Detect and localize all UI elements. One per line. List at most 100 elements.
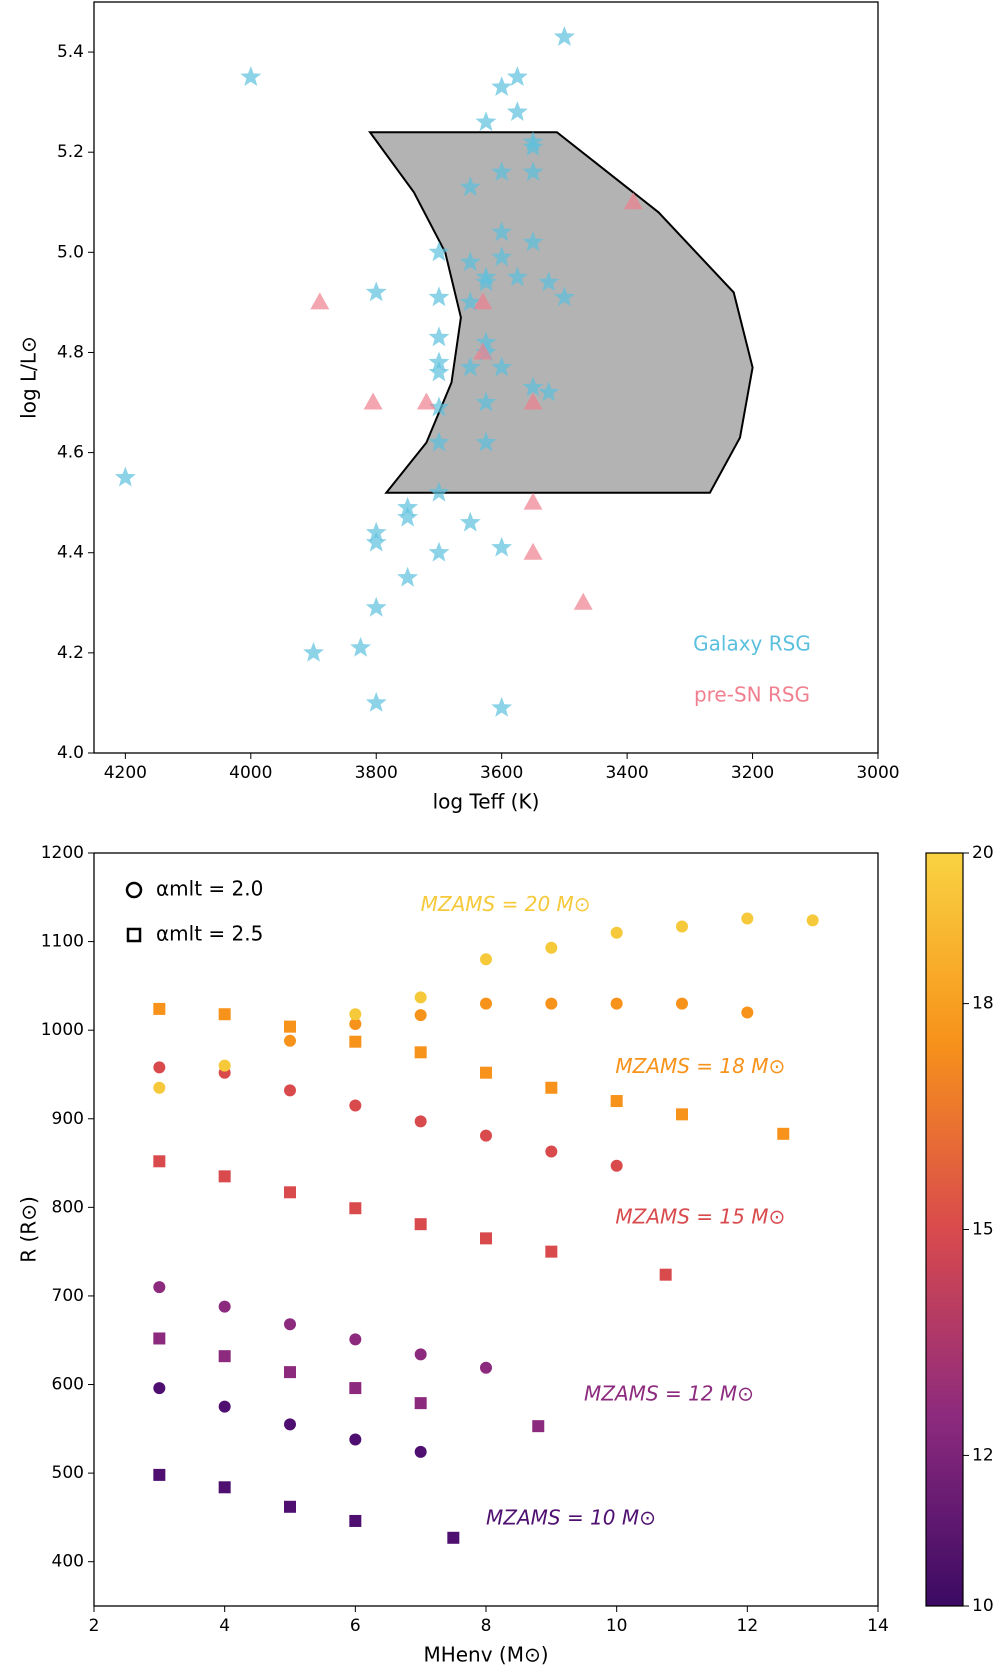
star-point — [491, 76, 513, 96]
circle-point — [153, 1061, 166, 1074]
x-tick-label: 3000 — [856, 763, 899, 783]
legend-label: pre-SN RSG — [694, 683, 810, 707]
circle-point — [806, 914, 819, 927]
circle-point — [153, 1081, 166, 1094]
circle-point — [676, 997, 688, 1010]
triangle-point — [310, 292, 330, 310]
legend-label: αmlt = 2.0 — [156, 877, 263, 901]
triangle-point — [623, 192, 643, 210]
star-point — [522, 161, 544, 182]
star-point — [506, 266, 528, 287]
triangle-point — [523, 542, 543, 560]
square-point — [659, 1268, 672, 1281]
square-point — [414, 1218, 427, 1231]
square-point — [349, 1514, 362, 1527]
circle-point — [349, 1008, 362, 1021]
star-point — [428, 351, 450, 372]
square-point — [777, 1127, 790, 1140]
square-point — [153, 1155, 166, 1168]
square-point — [480, 1232, 492, 1245]
star-point — [428, 241, 450, 262]
x-tick-label: 3400 — [605, 763, 648, 783]
star-point — [397, 506, 419, 527]
star-point — [491, 221, 513, 242]
x-tick-label: 3200 — [731, 763, 774, 783]
colorbar-tick-label: 15 — [972, 1220, 994, 1240]
circle-point — [218, 1059, 231, 1072]
star-point — [365, 281, 387, 302]
circle-point — [414, 1445, 427, 1458]
square-point — [218, 1350, 231, 1363]
x-axis-label: log Teff (K) — [433, 790, 540, 814]
star-point — [475, 391, 497, 412]
star-point — [365, 691, 387, 712]
x-tick-label: 6 — [350, 1616, 361, 1636]
star-point — [365, 531, 387, 552]
circle-point — [480, 1361, 492, 1374]
triangle-point — [573, 592, 593, 610]
circle-point — [480, 1129, 492, 1142]
star-point — [397, 496, 419, 517]
circle-point — [414, 1348, 427, 1361]
x-tick-label: 10 — [606, 1616, 628, 1636]
star-point — [428, 396, 450, 417]
x-tick-label: 2 — [89, 1616, 100, 1636]
circle-point — [284, 1084, 296, 1097]
star-point — [553, 26, 575, 46]
square-point — [284, 1020, 296, 1033]
annotation: MZAMS = 20 M⊙ — [421, 892, 591, 916]
x-tick-label: 8 — [481, 1616, 492, 1636]
colorbar-tick-label: 20 — [972, 843, 994, 863]
star-point — [491, 536, 513, 557]
square-point — [414, 1397, 427, 1410]
square-point — [610, 1095, 623, 1108]
star-point — [459, 176, 481, 197]
circle-point — [349, 1099, 362, 1112]
triangle-point — [363, 392, 383, 410]
star-point — [365, 596, 387, 617]
triangle-point — [473, 292, 493, 310]
star-point — [538, 271, 560, 292]
star-point — [350, 636, 371, 657]
y-tick-label: 4.6 — [57, 443, 84, 463]
colorbar — [925, 852, 964, 1607]
plot-frame — [93, 852, 879, 1607]
square-point — [349, 1035, 362, 1048]
circle-point — [414, 1115, 427, 1128]
star-point — [522, 231, 544, 252]
legend-marker — [125, 881, 143, 899]
square-point — [676, 1108, 688, 1121]
circle-point — [218, 1300, 231, 1313]
triangle-point — [523, 392, 543, 410]
star-point — [428, 326, 450, 347]
circle-point — [284, 1318, 296, 1331]
circle-point — [349, 1017, 362, 1030]
annotation: MZAMS = 12 M⊙ — [584, 1382, 754, 1406]
square-point — [218, 1170, 231, 1183]
annotation: MZAMS = 15 M⊙ — [615, 1204, 785, 1228]
circle-point — [414, 1009, 427, 1022]
square-point — [480, 1066, 492, 1079]
colorbar-tick-label: 18 — [972, 994, 994, 1014]
circle-point — [284, 1034, 296, 1047]
circle-point — [610, 926, 623, 939]
star-point — [428, 361, 450, 382]
star-point — [475, 331, 497, 352]
circle-point — [741, 912, 754, 925]
circle-point — [741, 1006, 754, 1019]
star-point — [475, 111, 497, 132]
square-point — [349, 1202, 362, 1215]
star-point — [475, 431, 497, 452]
y-tick-label: 5.2 — [57, 142, 84, 162]
square-point — [349, 1382, 362, 1395]
legend-label: αmlt = 2.5 — [156, 922, 263, 946]
star-point — [491, 356, 513, 377]
x-tick-label: 3600 — [480, 763, 523, 783]
circle-point — [545, 997, 558, 1010]
circle-point — [153, 1382, 166, 1395]
circle-point — [153, 1281, 166, 1294]
star-point — [459, 511, 481, 532]
legend-label: Galaxy RSG — [693, 632, 811, 656]
star-point — [240, 66, 262, 86]
x-tick-label: 3800 — [355, 763, 398, 783]
